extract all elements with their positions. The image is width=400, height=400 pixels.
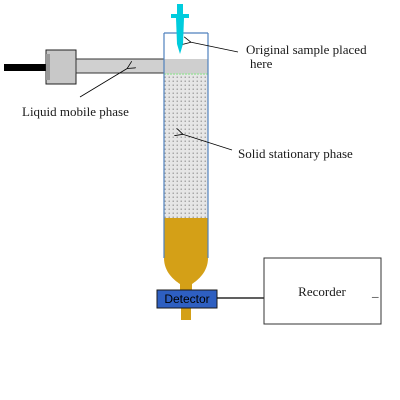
recorder-box	[263, 257, 382, 325]
syringe-icon	[171, 4, 189, 54]
stationary-phase-pointer	[182, 134, 233, 151]
recorder-label: Recorder	[298, 284, 346, 299]
mobile-phase-tube	[75, 58, 165, 74]
stationary-phase-label: Solid stationary phase	[238, 146, 353, 161]
sample-band	[164, 218, 208, 292]
sample-label-line1: Original sample placed	[246, 42, 367, 57]
detector-label: Detector	[164, 292, 209, 306]
outflow-tube	[181, 308, 191, 320]
mobile-phase-label: Liquid mobile phase	[22, 104, 129, 119]
mobile-phase-pointer	[79, 68, 128, 98]
sample-pointer	[190, 42, 239, 53]
recorder-mark: _	[371, 284, 379, 299]
detector-box	[156, 289, 218, 309]
solvent-layer	[164, 59, 208, 74]
column-outline	[163, 33, 209, 258]
sample-label-line2: here	[250, 56, 273, 71]
pump-cable	[4, 64, 48, 71]
pump-icon	[45, 49, 77, 85]
